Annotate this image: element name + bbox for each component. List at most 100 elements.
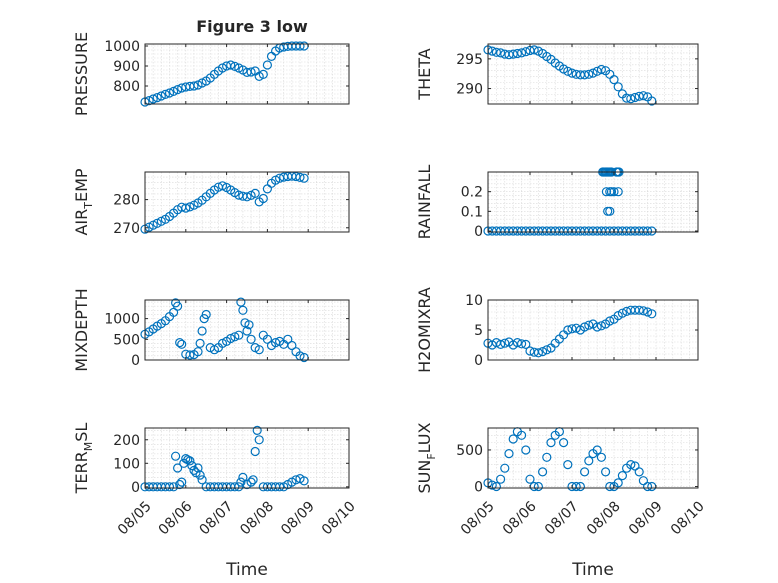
y-tick-label: 1000 <box>104 312 140 328</box>
data-point <box>491 481 501 492</box>
y-tick-label: 290 <box>456 82 483 98</box>
subplot-3: 270 280 AIRTEMP <box>72 168 350 237</box>
y-tick-label: 500 <box>113 332 140 348</box>
data-point <box>234 330 244 340</box>
data-point <box>567 68 577 78</box>
data-point <box>246 67 256 77</box>
y-tick-label: 0.2 <box>461 185 483 201</box>
data-point <box>197 326 207 336</box>
data-point <box>630 461 640 471</box>
y-tick-label: 0 <box>131 480 140 496</box>
y-tick-label: 270 <box>113 221 140 237</box>
data-point <box>584 456 594 466</box>
data-point <box>252 425 262 435</box>
axes-frame <box>487 43 699 105</box>
x-tick-label: 08/09 <box>278 498 318 538</box>
data-point <box>606 187 617 197</box>
y-axis-label: H2OMIXRA <box>415 287 434 373</box>
data-point <box>246 477 256 487</box>
data-point <box>500 338 510 348</box>
data-point <box>246 334 256 344</box>
data-point <box>584 69 594 79</box>
data-point <box>262 60 272 70</box>
data-point <box>626 94 636 104</box>
data-point <box>148 94 158 104</box>
data-point <box>500 463 510 473</box>
y-tick-label: 900 <box>113 59 140 75</box>
data-point <box>600 467 611 477</box>
data-point <box>521 47 531 57</box>
data-point <box>295 41 305 51</box>
data-point <box>185 350 195 360</box>
data-point <box>642 481 653 492</box>
data-point <box>248 475 258 485</box>
y-tick-label: 5 <box>474 323 483 339</box>
data-point <box>169 482 179 492</box>
data-point <box>516 430 527 440</box>
data-point <box>579 467 590 477</box>
y-tick-label: 100 <box>113 456 140 472</box>
subplot-5: 0 500 1000 MIXDEPTH <box>72 288 350 372</box>
data-point <box>173 84 183 95</box>
axes-frame <box>144 299 350 361</box>
data-point <box>638 91 649 101</box>
data-point <box>647 309 657 319</box>
data-point <box>521 339 531 349</box>
data-point <box>642 307 653 317</box>
y-tick-label: 0 <box>474 353 483 369</box>
data-point <box>258 193 268 204</box>
data-point <box>254 345 264 355</box>
data-point <box>187 461 197 471</box>
x-tick-label: 08/08 <box>237 498 277 538</box>
data-point <box>195 338 205 348</box>
data-point <box>521 445 531 455</box>
data-point <box>537 467 548 477</box>
data-point <box>177 339 187 349</box>
axes-background <box>488 172 698 232</box>
data-point <box>617 471 628 481</box>
data-point <box>491 47 501 57</box>
data-point <box>512 48 523 59</box>
data-point <box>164 88 175 98</box>
x-tick-label: 08/08 <box>584 498 624 538</box>
data-point <box>242 326 252 336</box>
data-point <box>234 482 244 492</box>
data-point <box>230 332 240 342</box>
axes-frame <box>487 171 699 233</box>
data-point <box>579 70 590 80</box>
data-point <box>295 172 305 182</box>
x-tick-label: 08/07 <box>542 498 582 538</box>
y-axis-label: PRESSURE <box>72 32 91 116</box>
data-point <box>171 451 181 461</box>
data-point <box>563 66 573 76</box>
data-point <box>626 460 636 470</box>
y-tick-label: 1000 <box>104 39 140 55</box>
data-point <box>525 474 535 484</box>
data-point <box>533 348 544 358</box>
data-point <box>605 316 615 326</box>
data-point <box>230 482 240 492</box>
y-tick-label: 295 <box>456 52 483 68</box>
y-tick-label: 0 <box>131 353 140 369</box>
data-point <box>189 81 199 91</box>
data-point <box>613 187 623 197</box>
data-point <box>525 346 535 356</box>
data-point <box>244 320 254 330</box>
data-point <box>254 435 264 445</box>
x-tick-label: 08/06 <box>156 498 196 538</box>
data-point <box>508 434 518 444</box>
data-point <box>238 305 248 315</box>
y-tick-label: 0.1 <box>461 204 483 220</box>
data-point <box>516 339 527 349</box>
data-point <box>496 474 506 484</box>
axes-frame <box>144 171 350 233</box>
data-point <box>533 481 544 492</box>
data-point <box>512 338 523 348</box>
data-point <box>226 333 236 344</box>
data-point <box>185 202 195 212</box>
y-tick-label: 500 <box>456 443 483 459</box>
data-point <box>563 325 573 335</box>
data-point <box>242 192 252 202</box>
data-point <box>197 475 207 485</box>
subplot-8: 0 500 08/05 08/06 08/07 08/08 08/09 08/10 SUNFLU… <box>415 422 708 580</box>
